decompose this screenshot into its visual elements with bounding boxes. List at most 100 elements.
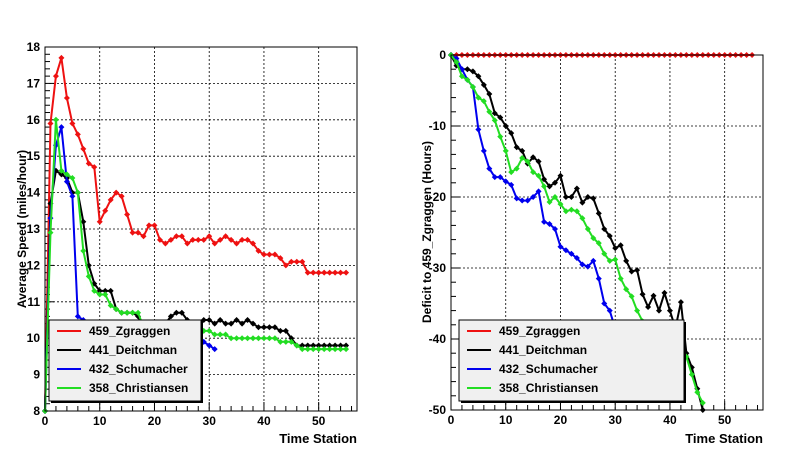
chart-panel-2: 0 10 20 30 40 50 0 -10 -20 -30 -40 -50 Time Station D… — [420, 48, 764, 446]
data-point — [277, 338, 284, 345]
data-point — [480, 147, 487, 154]
data-point — [568, 250, 575, 257]
data-point — [255, 247, 262, 254]
data-point — [222, 331, 229, 338]
data-point — [469, 68, 476, 75]
data-point — [552, 179, 558, 186]
data-point — [469, 83, 476, 90]
data-point — [189, 236, 196, 243]
data-point — [304, 342, 311, 349]
data-point — [173, 233, 180, 240]
data-point — [601, 250, 608, 257]
data-point — [623, 286, 630, 293]
data-point — [80, 145, 87, 152]
data-point — [491, 110, 498, 117]
data-point — [535, 158, 542, 165]
data-point — [124, 211, 131, 218]
data-point — [606, 233, 613, 240]
data-point — [513, 165, 520, 172]
data-point — [135, 229, 142, 236]
data-point — [546, 198, 553, 205]
data-point — [601, 225, 608, 232]
legend-label: 432_Schumacher — [89, 362, 188, 376]
data-point — [562, 194, 569, 200]
data-point — [617, 242, 624, 249]
data-point — [601, 300, 608, 307]
data-point — [508, 130, 515, 137]
data-point — [304, 346, 311, 353]
data-point — [475, 94, 482, 101]
data-point — [524, 158, 531, 165]
data-point — [47, 120, 54, 127]
data-point — [628, 268, 635, 275]
data-point — [552, 194, 558, 200]
data-point — [96, 218, 103, 225]
x-tick-label: 10 — [93, 414, 107, 428]
x-tick-label: 30 — [609, 413, 623, 427]
x-tick-label: 40 — [257, 414, 271, 428]
series-459_Zgraggen — [42, 54, 350, 414]
data-point — [557, 243, 564, 250]
data-point — [211, 240, 218, 247]
legend: 459_Zgraggen 441_Deitchman 432_Schumacher 3… — [458, 319, 686, 403]
data-point — [595, 210, 602, 217]
data-point — [321, 346, 328, 353]
data-point — [573, 255, 580, 262]
data-point — [69, 120, 76, 127]
x-axis-label: Time Station — [685, 431, 763, 446]
data-point — [282, 262, 289, 269]
data-point — [579, 199, 586, 206]
data-point — [255, 324, 262, 331]
data-point — [85, 160, 92, 167]
data-point — [568, 206, 575, 213]
data-point — [606, 257, 613, 264]
legend-label: 432_Schumacher — [499, 362, 598, 376]
y-tick-label: -20 — [429, 190, 447, 204]
data-point — [546, 220, 553, 227]
y-tick-label: -10 — [429, 119, 447, 133]
data-point — [304, 269, 311, 276]
x-tick-label: 40 — [663, 413, 677, 427]
data-point — [343, 346, 350, 353]
data-point — [562, 247, 569, 254]
y-tick-label: 11 — [27, 295, 40, 309]
data-point — [250, 335, 256, 342]
data-point — [63, 178, 70, 185]
data-point — [255, 335, 262, 342]
data-point — [146, 222, 152, 229]
data-point — [184, 240, 191, 247]
x-tick-label: 50 — [312, 414, 326, 428]
data-point — [288, 335, 295, 342]
data-point — [612, 245, 619, 252]
data-point — [513, 144, 520, 151]
data-point — [579, 261, 586, 268]
data-point — [343, 269, 350, 276]
data-point — [480, 98, 487, 105]
data-point — [502, 147, 509, 154]
data-point — [645, 304, 652, 311]
data-point — [326, 346, 333, 353]
data-point — [102, 287, 109, 294]
data-point — [129, 309, 136, 316]
data-point — [535, 172, 542, 179]
data-point — [326, 342, 333, 349]
data-point — [628, 293, 635, 300]
data-point — [617, 275, 624, 282]
data-point — [96, 291, 103, 298]
data-point — [113, 306, 120, 313]
y-tick-label: 10 — [27, 331, 41, 345]
data-point — [271, 335, 278, 342]
data-point — [63, 171, 70, 178]
data-point — [260, 335, 267, 342]
data-point — [211, 346, 218, 353]
data-point — [239, 320, 246, 327]
data-point — [113, 189, 120, 196]
data-point — [129, 229, 136, 236]
data-point — [74, 313, 81, 320]
data-point — [656, 307, 662, 314]
data-point — [58, 167, 65, 174]
data-point — [491, 117, 498, 124]
data-point — [277, 255, 284, 262]
data-point — [178, 233, 185, 240]
data-point — [310, 342, 317, 349]
